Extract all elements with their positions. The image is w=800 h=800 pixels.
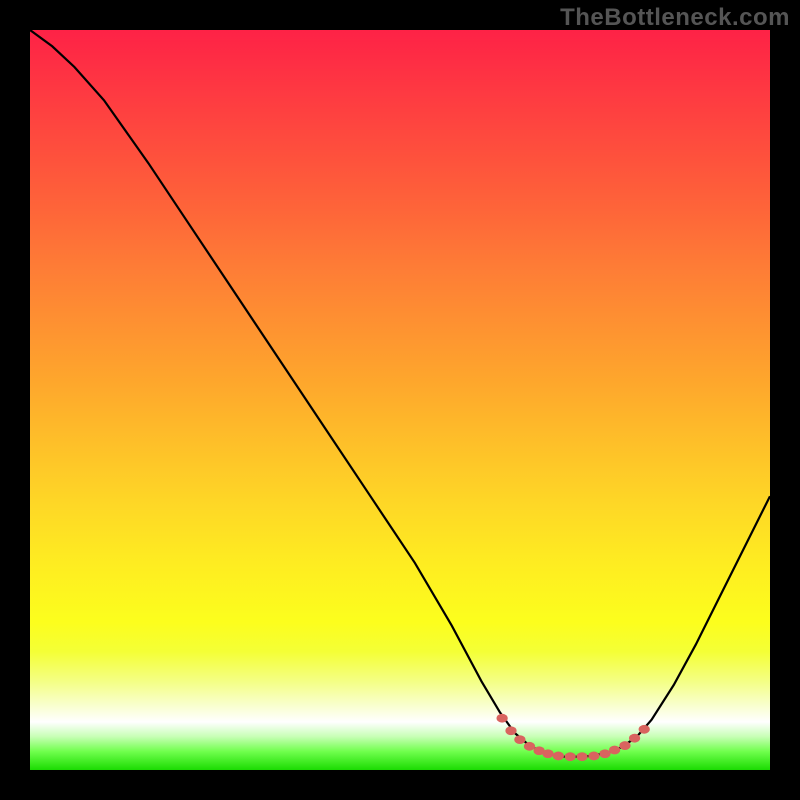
plot-area bbox=[30, 30, 770, 770]
valley-markers bbox=[30, 30, 770, 770]
watermark-text: TheBottleneck.com bbox=[560, 4, 790, 32]
chart-frame: TheBottleneck.com bbox=[0, 0, 800, 800]
